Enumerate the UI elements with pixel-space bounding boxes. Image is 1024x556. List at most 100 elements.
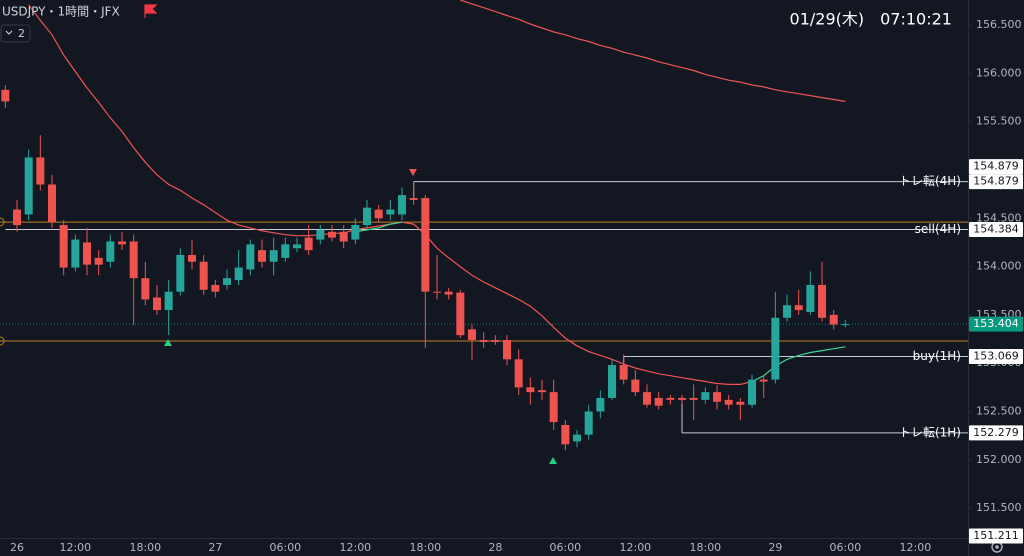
candle-body [164,291,173,311]
buy-signal [164,339,172,346]
candle-body [736,401,745,405]
candle-body [584,411,593,435]
candle-body [71,239,80,268]
plot-area [0,0,968,451]
level-price-label: 154.879 [973,160,1019,173]
candle-body [339,231,348,242]
x-tick-label: 06:00 [269,541,301,554]
level-price-label-box [969,159,1023,175]
candle-body [759,379,768,382]
candle-body [549,392,558,423]
level-price-label: 154.384 [973,222,1019,235]
candle-body [223,278,232,285]
candle-body [176,254,185,292]
x-tick-label: 27 [208,541,222,554]
x-tick-label: 18:00 [409,541,441,554]
candle-body [199,261,208,290]
x-tick-label: 12:00 [900,541,932,554]
chevron-icon [5,30,13,35]
candle-body [409,198,418,200]
candle-body [293,244,302,249]
candle-body [269,250,278,262]
candle-body [374,209,383,219]
candle-body [24,157,33,215]
candle-body [678,397,687,400]
y-tick-label: 151.500 [976,501,1022,514]
candle-body [82,242,91,265]
level-price-label-box [969,174,1023,190]
y-tick-label: 155.500 [976,115,1022,128]
candle-body [1,89,10,102]
level-price-label: 153.069 [973,350,1019,363]
x-tick-label: 26 [10,541,24,554]
candle-body [526,387,535,393]
candle-body [386,209,395,215]
level-price-label-box [969,349,1023,365]
y-tick-label: 152.000 [976,453,1022,466]
candle-body [806,284,815,312]
level-name: トレ転(4H) [899,174,961,188]
candle-body [608,365,617,398]
level-price-label: 151.211 [973,529,1019,542]
level-name: buy(1H) [913,349,961,363]
candle-body [468,329,477,340]
candle-body [421,198,430,292]
candle-body [328,231,337,238]
candle-body [106,241,115,262]
candle-body [316,229,325,240]
candle-body [456,292,465,336]
candle-body [153,297,162,311]
x-tick-label: 06:00 [830,541,862,554]
symbol-title: USDJPY・1時間・JFX [2,5,120,19]
candle-body [94,257,103,265]
y-tick-label: 154.000 [976,260,1022,273]
level-price-label-box [969,221,1023,237]
x-tick-label: 18:00 [129,541,161,554]
candle-body [573,434,582,442]
candle-body [363,207,372,226]
candle-body [701,392,710,400]
guide-handle [0,217,5,227]
candle-body [12,209,21,226]
candle-body [538,390,547,393]
y-tick-label: 154.500 [976,211,1022,224]
candle-body [398,195,407,215]
flag-icon[interactable] [144,4,158,18]
candle-body [281,244,290,258]
candle-body [211,284,220,292]
candle-body [619,365,628,380]
candle-body [59,225,68,268]
current-price-label: 153.404 [973,317,1019,330]
level-price-label-box [969,425,1023,441]
x-tick-label: 12:00 [339,541,371,554]
y-tick-label: 152.500 [976,404,1022,417]
level-price-label: 154.879 [973,175,1019,188]
candle-body [433,291,442,293]
candle-body [829,314,838,325]
moving-average [460,0,846,102]
indicator-toggle[interactable] [0,24,31,43]
candle-body [783,305,792,318]
y-tick-label: 156.000 [976,66,1022,79]
candle-body [129,241,138,279]
candle-body [47,184,56,223]
x-tick-label: 29 [768,541,782,554]
moving-average [355,221,846,383]
guide-handle [0,336,5,346]
candle-body [748,379,757,405]
x-tick-label: 18:00 [689,541,721,554]
candle-body [596,397,605,412]
candle-body [818,284,827,318]
candle-body [258,250,267,262]
candle-body [713,392,722,402]
candle-body [689,397,698,400]
candle-body [643,392,652,405]
buy-signal [549,457,557,464]
level-name: トレ転(1H) [899,425,961,439]
candle-body [188,254,197,262]
candle-body [631,379,640,393]
candle-body [503,339,512,360]
x-tick-label: 12:00 [59,541,91,554]
settings-icon-dot [995,545,999,549]
